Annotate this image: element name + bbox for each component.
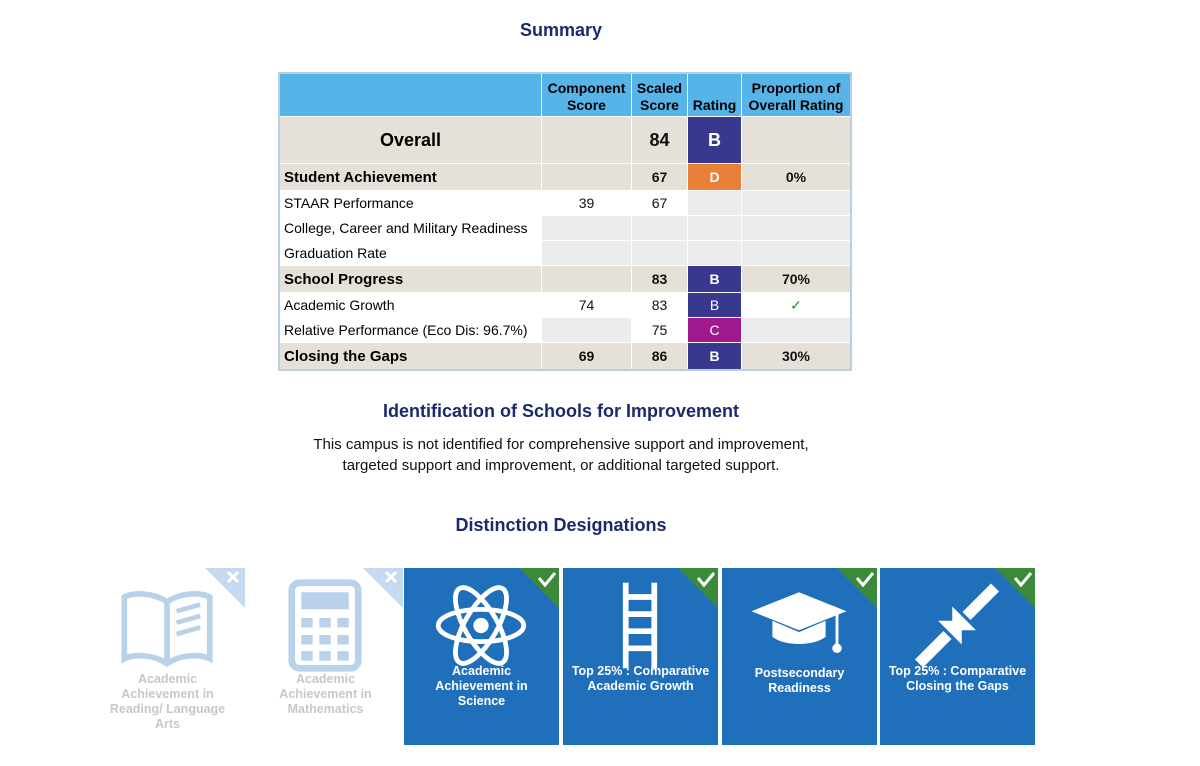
distinction-tile: Academic Achievement in Reading/ Languag… bbox=[90, 568, 245, 745]
row-label: School Progress bbox=[278, 265, 542, 293]
scaled-cell: 75 bbox=[631, 317, 688, 343]
distinction-tile: Top 25% : Comparative Academic Growth bbox=[563, 568, 718, 745]
proportion-cell: 70% bbox=[741, 265, 852, 293]
distinction-tile: Academic Achievement in Mathematics bbox=[248, 568, 403, 745]
header-cell: Component Score bbox=[541, 72, 632, 117]
row-label: Overall bbox=[278, 116, 542, 164]
scaled-cell bbox=[631, 215, 688, 241]
distinction-icon bbox=[914, 583, 1000, 668]
scaled-cell: 86 bbox=[631, 342, 688, 371]
rating-cell: B bbox=[687, 292, 742, 318]
distinctions-title: Distinction Designations bbox=[455, 515, 667, 535]
table-row: Graduation Rate bbox=[278, 240, 852, 266]
summary-title: Summary bbox=[519, 20, 603, 40]
distinction-tile: Top 25% : Comparative Closing the Gaps bbox=[880, 568, 1035, 745]
component-cell bbox=[541, 240, 632, 266]
table-row: Student Achievement 67 D 0% bbox=[278, 163, 852, 191]
distinction-label: Top 25% : Comparative Academic Growth bbox=[571, 664, 710, 693]
header-cell: Proportion of Overall Rating bbox=[741, 72, 852, 117]
scaled-cell: 83 bbox=[631, 292, 688, 318]
earned-badge bbox=[837, 568, 877, 608]
distinction-icon bbox=[288, 579, 362, 672]
table-row: Closing the Gaps 69 86 B 30% bbox=[278, 342, 852, 371]
component-cell bbox=[541, 163, 632, 191]
distinction-label: Postsecondary Readiness bbox=[754, 666, 845, 695]
component-cell: 69 bbox=[541, 342, 632, 371]
rating-cell: B bbox=[687, 342, 742, 371]
header-cell bbox=[278, 72, 542, 117]
header-cell: Rating bbox=[687, 72, 742, 117]
row-label: Student Achievement bbox=[278, 163, 542, 191]
distinction-tile: Postsecondary Readiness bbox=[722, 568, 877, 745]
row-label: College, Career and Military Readiness bbox=[278, 215, 542, 241]
scaled-cell: 84 bbox=[631, 116, 688, 164]
proportion-cell bbox=[741, 116, 852, 164]
rating-cell: D bbox=[687, 163, 742, 191]
text-line: This campus is not identified for compre… bbox=[313, 436, 809, 453]
scaled-cell: 67 bbox=[631, 163, 688, 191]
component-cell: 74 bbox=[541, 292, 632, 318]
identification-title: Identification of Schools for Improvemen… bbox=[382, 401, 740, 421]
component-cell bbox=[541, 317, 632, 343]
distinction-icon bbox=[622, 582, 658, 669]
proportion-cell: 30% bbox=[741, 342, 852, 371]
component-cell bbox=[541, 265, 632, 293]
row-label: STAAR Performance bbox=[278, 190, 542, 216]
table-row: Relative Performance (Eco Dis: 96.7%) 75 C bbox=[278, 317, 852, 343]
scaled-cell bbox=[631, 240, 688, 266]
component-cell bbox=[541, 116, 632, 164]
distinction-tile: Academic Achievement in Science bbox=[404, 568, 559, 745]
earned-badge bbox=[519, 568, 559, 608]
row-label: Academic Growth bbox=[278, 292, 542, 318]
table-row: School Progress 83 B 70% bbox=[278, 265, 852, 293]
proportion-cell bbox=[741, 240, 852, 266]
distinction-label: Academic Achievement in Mathematics bbox=[279, 672, 372, 716]
not-earned-badge bbox=[363, 568, 403, 608]
rating-cell bbox=[687, 190, 742, 216]
proportion-cell bbox=[741, 215, 852, 241]
rating-cell: B bbox=[687, 265, 742, 293]
identification-text: This campus is not identified for compre… bbox=[0, 434, 1122, 476]
row-label: Relative Performance (Eco Dis: 96.7%) bbox=[278, 317, 542, 343]
earned-badge bbox=[678, 568, 718, 608]
proportion-cell: 0% bbox=[741, 163, 852, 191]
header-row: Component Score Scaled Score Rating Prop… bbox=[278, 72, 852, 117]
rating-cell bbox=[687, 215, 742, 241]
distinction-label: Top 25% : Comparative Closing the Gaps bbox=[888, 664, 1027, 693]
proportion-cell bbox=[741, 317, 852, 343]
distinction-label: Academic Achievement in Reading/ Languag… bbox=[109, 672, 226, 731]
row-label: Graduation Rate bbox=[278, 240, 542, 266]
distinction-icon bbox=[751, 592, 847, 654]
proportion-cell bbox=[741, 190, 852, 216]
rating-cell: B bbox=[687, 116, 742, 164]
row-label: Closing the Gaps bbox=[278, 342, 542, 371]
component-cell bbox=[541, 215, 632, 241]
table-row: Overall 84 B bbox=[278, 116, 852, 164]
not-earned-badge bbox=[205, 568, 245, 608]
table-row: STAAR Performance 39 67 bbox=[278, 190, 852, 216]
rating-cell bbox=[687, 240, 742, 266]
scaled-cell: 67 bbox=[631, 190, 688, 216]
summary-table: Component Score Scaled Score Rating Prop… bbox=[278, 72, 852, 371]
proportion-cell: ✓ bbox=[741, 292, 852, 318]
header-cell: Scaled Score bbox=[631, 72, 688, 117]
distinction-label: Academic Achievement in Science bbox=[435, 664, 528, 708]
component-cell: 39 bbox=[541, 190, 632, 216]
distinction-icon bbox=[121, 591, 213, 667]
text-line: targeted support and improvement, or add… bbox=[342, 457, 780, 474]
distinction-icon bbox=[435, 585, 527, 666]
table-row: College, Career and Military Readiness bbox=[278, 215, 852, 241]
table-row: Academic Growth 74 83 B ✓ bbox=[278, 292, 852, 318]
rating-cell: C bbox=[687, 317, 742, 343]
earned-badge bbox=[995, 568, 1035, 608]
scaled-cell: 83 bbox=[631, 265, 688, 293]
